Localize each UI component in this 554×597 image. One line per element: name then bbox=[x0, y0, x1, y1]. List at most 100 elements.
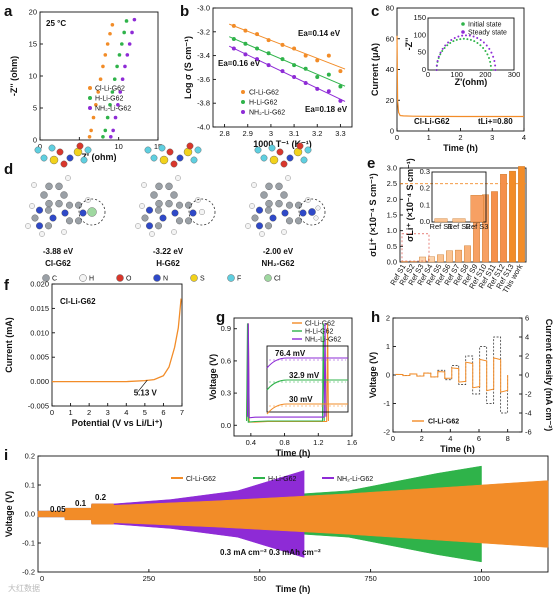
y-axis-title: Voltage (V) bbox=[4, 491, 14, 537]
x-tick-label: 0 bbox=[391, 434, 395, 443]
x-tick-label: 0 bbox=[395, 133, 399, 142]
cycling-condition: 0.3 mA cm⁻² 0.3 mAh cm⁻² bbox=[220, 548, 321, 557]
y-tick-label: -0.2 bbox=[22, 568, 35, 577]
inset-point-c-1 bbox=[437, 55, 440, 58]
x-tick-label: 4 bbox=[522, 133, 526, 142]
x-axis-title: Time (h) bbox=[276, 584, 311, 594]
inset-y-tick-label: 0 bbox=[422, 65, 426, 74]
y-tick-label: 2.0 bbox=[387, 195, 397, 204]
atom-N-amine bbox=[308, 208, 316, 216]
y-tick-label: 0.0 bbox=[25, 510, 35, 519]
data-point-b-0 bbox=[303, 53, 308, 58]
data-point-a-1 bbox=[120, 42, 124, 46]
inset-point-c-0 bbox=[449, 41, 452, 44]
atom-F bbox=[254, 146, 262, 154]
x-origin-label: 0 bbox=[40, 574, 44, 583]
inset-point-c-1 bbox=[482, 41, 485, 44]
data-point-a-2 bbox=[111, 128, 115, 133]
inset-point-c-1 bbox=[479, 38, 482, 41]
bar-12 bbox=[509, 170, 516, 263]
inset-point-c-0 bbox=[462, 37, 465, 40]
panel-d: -3.88 eV Cl-G62 -3.22 eV H-G62 -2.00 eV NH₂-G… bbox=[25, 142, 326, 283]
bar-3 bbox=[428, 256, 435, 263]
inset-point-c-0 bbox=[459, 38, 462, 41]
atom-F bbox=[268, 144, 276, 152]
atom-legend-marker-O bbox=[116, 274, 124, 282]
x-tick-label: 2 bbox=[87, 408, 91, 417]
inset-point-c-1 bbox=[453, 36, 456, 39]
data-point-a-2 bbox=[127, 42, 132, 46]
atom-F bbox=[158, 144, 166, 152]
atom-H bbox=[249, 203, 255, 209]
inset-point-c-0 bbox=[489, 60, 492, 63]
inset-y-tick-label: 0.0 bbox=[420, 217, 430, 226]
atom-C bbox=[150, 191, 158, 199]
x-tick-label: 0.4 bbox=[246, 438, 256, 447]
atom-C bbox=[55, 182, 63, 191]
legend-marker-b-2 bbox=[241, 110, 245, 114]
data-point-a-1 bbox=[117, 53, 122, 57]
axes-frame bbox=[51, 283, 183, 407]
atom-H bbox=[315, 205, 321, 211]
x-tick-label: 6 bbox=[161, 408, 165, 417]
inset-x-tick-label: 0 bbox=[426, 70, 430, 79]
highlight-circle bbox=[298, 198, 326, 226]
atom-legend-marker-C bbox=[42, 274, 50, 282]
x-tick-label: 2 bbox=[458, 133, 462, 142]
inset-point-c-0 bbox=[473, 40, 476, 43]
legend-marker-a-0 bbox=[88, 86, 92, 90]
atom-O bbox=[76, 142, 84, 150]
atom-H bbox=[65, 175, 71, 181]
legend-label-g-2: NH₂-Li-G62 bbox=[305, 337, 341, 344]
inset-curve-g-1 bbox=[266, 379, 348, 391]
atom-ring bbox=[79, 209, 87, 217]
data-point-a-2 bbox=[118, 90, 123, 94]
data-point-b-0 bbox=[231, 23, 236, 28]
y-tick-label: 80 bbox=[386, 4, 394, 13]
y-tick-label: 0.0 bbox=[387, 258, 397, 267]
binding-energy-nh2: -2.00 eV bbox=[263, 247, 294, 256]
atom-ring bbox=[299, 209, 307, 217]
x-axis-title: Time (h) bbox=[440, 444, 475, 454]
bar-7 bbox=[464, 245, 471, 263]
panel-label-e: e bbox=[367, 155, 375, 172]
inset-point-c-1 bbox=[488, 47, 491, 50]
data-point-a-1 bbox=[105, 115, 110, 120]
atom-legend-marker-N bbox=[153, 274, 161, 282]
atom-legend-label-O: O bbox=[126, 276, 132, 283]
atom-ring bbox=[171, 209, 179, 217]
inset-point-c-1 bbox=[485, 44, 488, 47]
atom-ring bbox=[256, 206, 264, 214]
atom-ring bbox=[295, 217, 303, 225]
inset-point-c-0 bbox=[489, 64, 492, 67]
inset-point-c-1 bbox=[494, 69, 497, 71]
inset-point-c-1 bbox=[493, 60, 496, 63]
ea-label-cl: Ea=0.14 eV bbox=[298, 29, 341, 38]
atom-H bbox=[25, 223, 31, 229]
y-tick-label: -0.1 bbox=[22, 539, 35, 548]
atom-ring bbox=[61, 209, 69, 217]
y-tick-label: 0.005 bbox=[30, 353, 49, 362]
highlight-circle bbox=[78, 198, 106, 226]
bar-1 bbox=[410, 261, 417, 263]
y-axis-title: σLi⁺ (×10⁻⁴ S cm⁻¹) bbox=[368, 173, 378, 257]
y-tick-label: 0.3 bbox=[221, 389, 231, 398]
data-point-a-1 bbox=[112, 77, 117, 81]
y2-tick-label: -6 bbox=[525, 428, 532, 437]
y-tick-label: 0 bbox=[390, 127, 394, 136]
molecule-name-cl: Cl-G62 bbox=[45, 259, 71, 268]
atom-F bbox=[194, 146, 202, 154]
x-axis-title: Potential (V vs Li/Li⁺) bbox=[72, 418, 163, 428]
fit-line-b-1 bbox=[229, 36, 346, 87]
inset-bar-0 bbox=[434, 218, 448, 223]
atom-H bbox=[251, 182, 257, 188]
data-point-b-1 bbox=[255, 46, 260, 51]
y2-tick-label: 4 bbox=[525, 333, 529, 342]
panel-g: 0.4 0.8 1.2 1.6 0.0 0.3 0.6 0.9 Time (h) Voltage … bbox=[208, 317, 357, 458]
x-axis-title: 1000 T⁻¹ (K⁻¹) bbox=[253, 139, 312, 149]
x-tick-label: 10 bbox=[114, 142, 122, 151]
fit-line-b-0 bbox=[229, 23, 346, 70]
overpotential-label-2: 30 mV bbox=[289, 395, 313, 404]
legend-label-g-0: Cl-Li-G62 bbox=[305, 321, 335, 328]
atom-ring bbox=[295, 201, 303, 209]
